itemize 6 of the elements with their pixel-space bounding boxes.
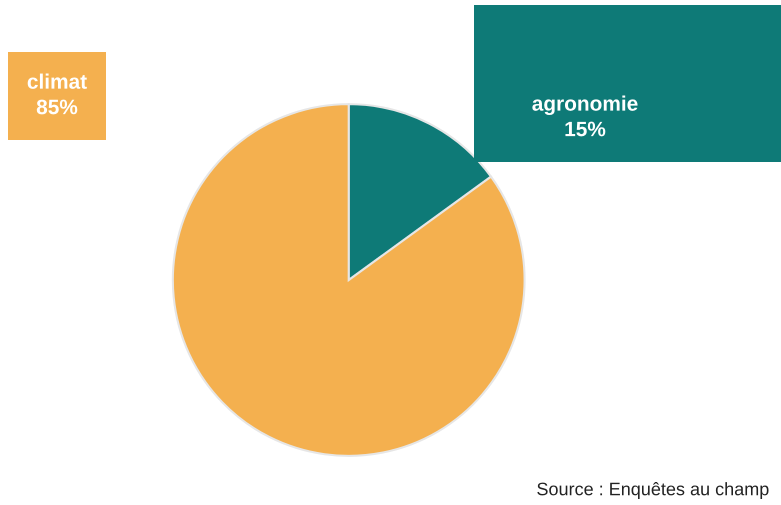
slice-label: agronomie [532,96,638,116]
slice-label: climat [28,74,87,89]
pie-slice [172,103,526,457]
source-note: Source : Enquêtes au champ [537,482,769,499]
data-label: 15% [565,122,606,136]
data-label: 85% [36,100,78,114]
